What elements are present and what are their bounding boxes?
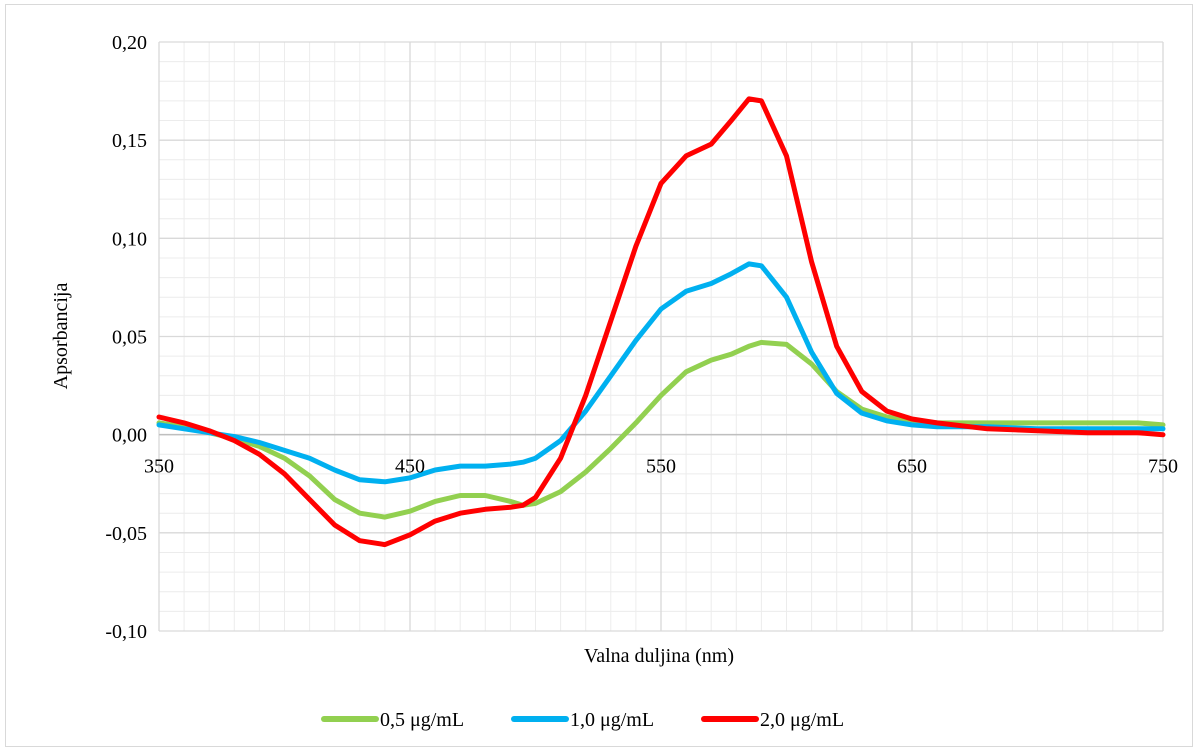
y-axis-title: Apsorbancija [50, 283, 72, 390]
legend-item-1: 0,5 μg/mL [321, 709, 464, 731]
y-tick-label: 0,05 [112, 327, 147, 349]
x-tick-label: 650 [897, 456, 927, 478]
legend-label: 0,5 μg/mL [380, 709, 464, 731]
y-tick-label: 0,20 [112, 32, 147, 54]
legend-item-2: 1,0 μg/mL [511, 709, 654, 731]
x-axis-ticks: 350 450 550 650 750 [144, 456, 1178, 478]
series-line-3 [156, 96, 1166, 548]
y-tick-label: -0,10 [105, 621, 147, 643]
x-tick-label: 450 [395, 456, 425, 478]
y-tick-label: 0,15 [112, 130, 147, 152]
y-tick-label: 0,10 [112, 228, 147, 250]
x-tick-label: 550 [646, 456, 676, 478]
x-tick-label: 350 [144, 456, 174, 478]
y-axis-ticks: -0,10 -0,05 0,00 0,05 0,10 0,15 0,20 [105, 32, 147, 643]
x-tick-label: 750 [1148, 456, 1178, 478]
series-line-2 [156, 261, 1166, 485]
major-gridlines [158, 41, 1164, 632]
y-tick-label: -0,05 [105, 523, 147, 545]
legend-label: 1,0 μg/mL [570, 709, 654, 731]
y-tick-label: 0,00 [112, 425, 147, 447]
x-axis-title: Valna duljina (nm) [584, 645, 734, 667]
legend: 0,5 μg/mL 1,0 μg/mL 2,0 μg/mL [321, 709, 844, 731]
legend-label: 2,0 μg/mL [760, 709, 844, 731]
series-line-1 [156, 339, 1166, 520]
legend-item-3: 2,0 μg/mL [701, 709, 844, 731]
series-layer [156, 96, 1166, 548]
